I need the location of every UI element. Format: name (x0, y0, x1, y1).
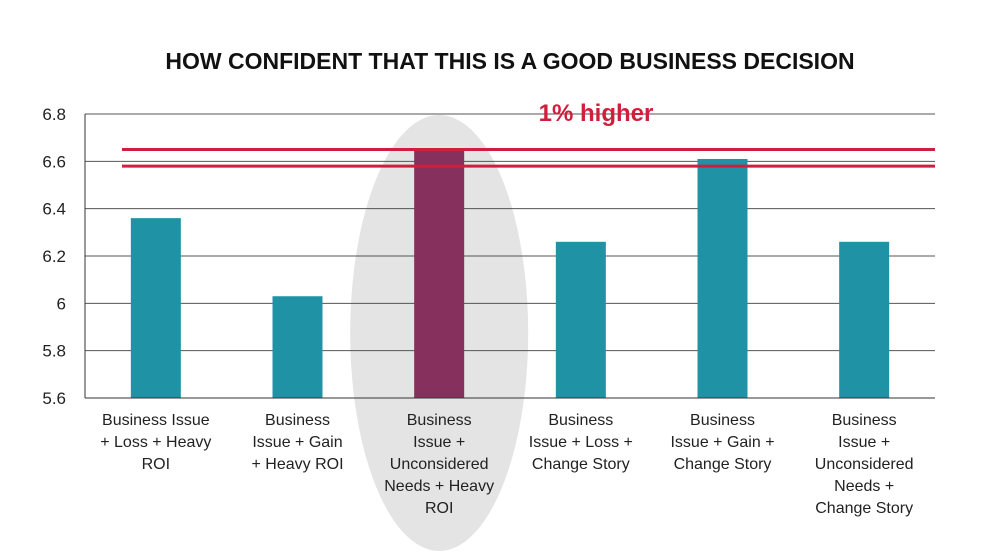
y-tick-label: 6.6 (42, 152, 66, 171)
category-label: Business Issue + Loss + Heavy ROI (100, 412, 211, 473)
y-tick-label: 5.8 (42, 342, 66, 361)
bar (272, 296, 323, 398)
reference-lines (122, 148, 935, 168)
category-label: Business Issue + Unconsidered Needs + Heavy… (384, 412, 494, 517)
bar (839, 241, 890, 398)
y-tick-label: 6.4 (42, 200, 66, 219)
y-tick-label: 6 (57, 294, 66, 313)
category-label: Business Issue + Gain + Change Story (670, 412, 774, 473)
y-axis: 5.6 5.8 6 6.2 6.4 6.6 6.8 (42, 105, 935, 408)
y-tick-label: 5.6 (42, 389, 66, 408)
bar (555, 241, 606, 398)
category-labels: Business Issue + Loss + Heavy ROI Business I… (100, 412, 913, 517)
category-label: Business Issue + Loss + Change Story (529, 412, 633, 473)
category-label: Business Issue + Gain + Heavy ROI (251, 412, 343, 473)
y-tick-label: 6.2 (42, 247, 66, 266)
bar (130, 218, 181, 398)
bar (414, 149, 465, 398)
gridlines (85, 113, 935, 352)
y-tick-label: 6.8 (42, 105, 66, 124)
category-label: Business Issue + Unconsidered Needs + Change… (815, 412, 914, 517)
chart-title: HOW CONFIDENT THAT THIS IS A GOOD BUSINE… (165, 48, 854, 74)
bar (697, 158, 748, 398)
bars (130, 149, 890, 398)
annotation-text: 1% higher (539, 100, 654, 127)
